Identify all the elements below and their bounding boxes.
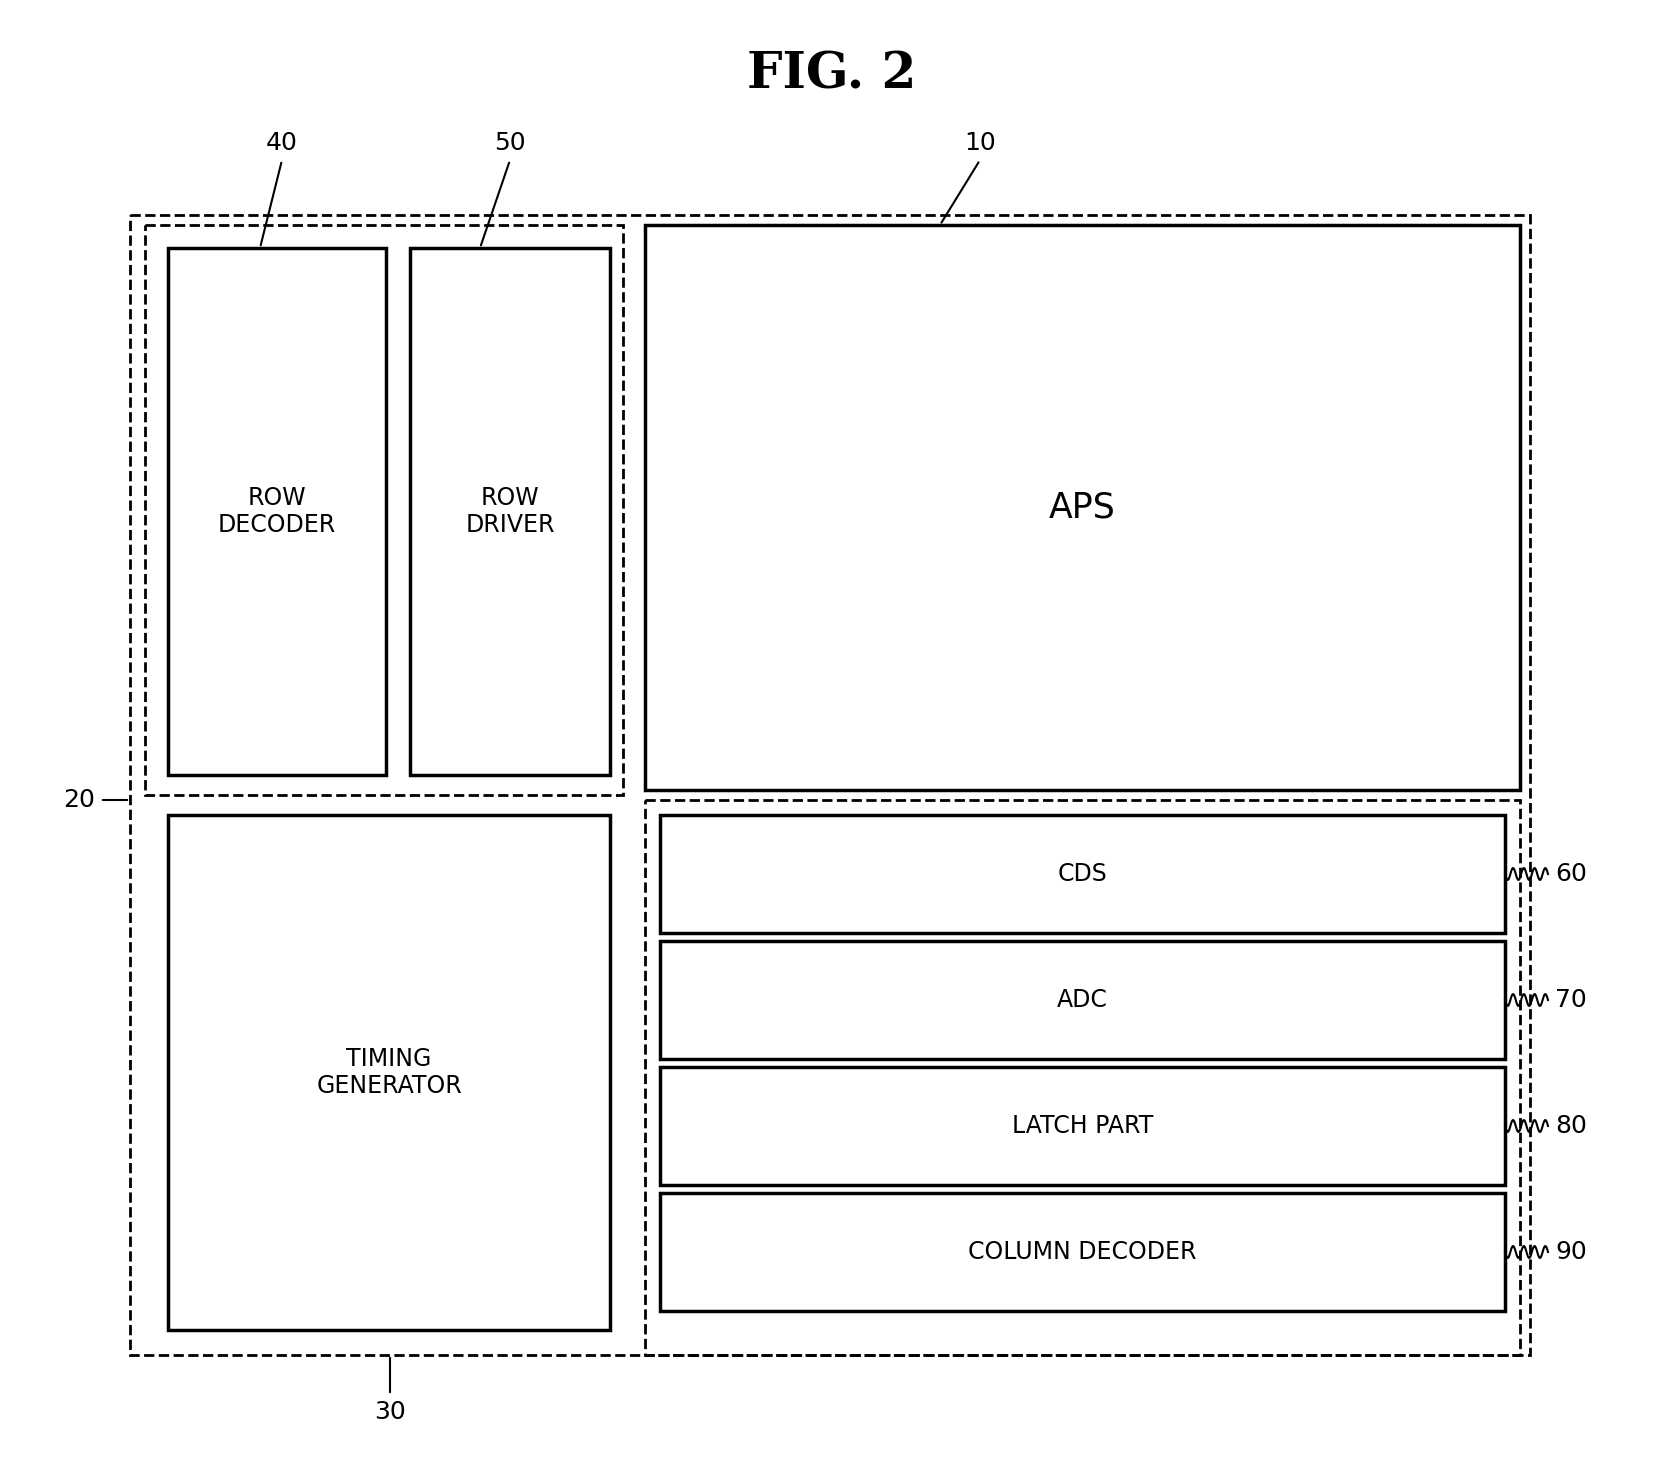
Bar [646, 800, 1519, 1355]
Bar [409, 248, 611, 775]
Text: 50: 50 [494, 132, 526, 155]
Text: FIG. 2: FIG. 2 [747, 50, 917, 99]
Text: 90: 90 [1554, 1239, 1587, 1265]
Bar [168, 815, 611, 1330]
Bar [130, 214, 1529, 1355]
Text: 70: 70 [1554, 988, 1587, 1012]
Text: 20: 20 [63, 788, 95, 812]
Bar [661, 1194, 1504, 1310]
Text: ADC: ADC [1057, 988, 1108, 1012]
Text: LATCH PART: LATCH PART [1012, 1114, 1153, 1137]
Bar [168, 248, 386, 775]
Bar [661, 1066, 1504, 1185]
Text: ROW
DECODER: ROW DECODER [218, 485, 336, 537]
Text: APS: APS [1048, 491, 1117, 525]
Bar [646, 225, 1519, 790]
Bar [145, 225, 622, 796]
Text: TIMING
GENERATOR: TIMING GENERATOR [316, 1047, 463, 1099]
Bar [661, 941, 1504, 1059]
Text: 30: 30 [374, 1401, 406, 1424]
Text: 60: 60 [1554, 862, 1587, 886]
Text: CDS: CDS [1058, 862, 1107, 886]
Text: ROW
DRIVER: ROW DRIVER [466, 485, 554, 537]
Text: 80: 80 [1554, 1114, 1587, 1137]
Text: COLUMN DECODER: COLUMN DECODER [968, 1239, 1196, 1265]
Text: 10: 10 [963, 132, 995, 155]
Bar [661, 815, 1504, 933]
Text: 40: 40 [266, 132, 298, 155]
